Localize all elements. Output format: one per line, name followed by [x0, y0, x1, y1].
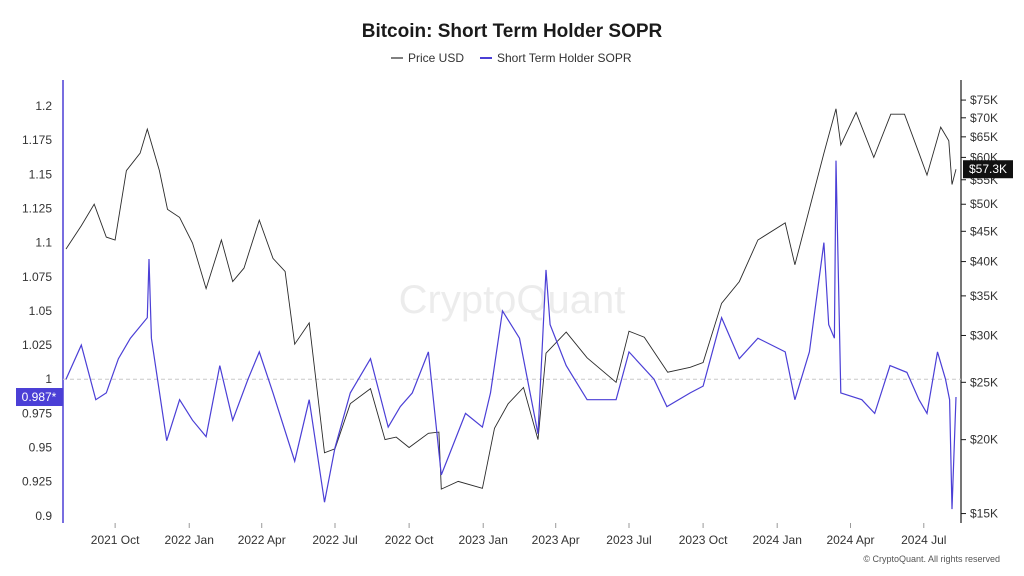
current-sopr-badge-bg [16, 388, 63, 407]
x-tick-label: 2022 Oct [385, 533, 434, 547]
left-tick-label: 1.025 [22, 338, 52, 352]
right-tick-label: $45K [970, 224, 998, 238]
legend-label-price[interactable]: Price USD [408, 51, 464, 65]
right-tick-label: $35K [970, 289, 998, 303]
right-tick-label: $30K [970, 328, 998, 342]
x-tick-label: 2024 Jan [752, 533, 801, 547]
x-tick-label: 2023 Apr [532, 533, 580, 547]
current-price-badge: $57.3K [963, 160, 1013, 179]
right-tick-label: $20K [970, 433, 998, 447]
left-tick-label: 1.1 [35, 236, 52, 250]
left-tick-label: 1.15 [29, 167, 53, 181]
x-tick-label: 2022 Jul [312, 533, 357, 547]
left-tick-label: 0.9 [35, 509, 52, 523]
x-tick-label: 2021 Oct [91, 533, 140, 547]
left-tick-label: 1.2 [35, 99, 52, 113]
right-tick-label: $15K [970, 507, 998, 521]
chart-title: Bitcoin: Short Term Holder SOPR [362, 21, 663, 42]
credit-text: © CryptoQuant. All rights reserved [863, 554, 1000, 564]
legend-label-sopr[interactable]: Short Term Holder SOPR [497, 51, 632, 65]
right-tick-label: $70K [970, 111, 998, 125]
left-tick-label: 1.075 [22, 270, 52, 284]
x-tick-label: 2023 Jul [606, 533, 651, 547]
right-tick-label: $65K [970, 130, 998, 144]
legend: Price USD Short Term Holder SOPR [391, 51, 632, 65]
current-sopr-badge: 0.987* [16, 388, 63, 407]
current-sopr-label: 0.987* [22, 390, 57, 404]
right-tick-label: $50K [970, 197, 998, 211]
left-tick-label: 0.975 [22, 406, 52, 420]
left-tick-label: 1.05 [29, 304, 53, 318]
series-line-price [65, 108, 957, 490]
right-tick-label: $75K [970, 93, 998, 107]
watermark: CryptoQuant [399, 278, 626, 322]
right-tick-label: $25K [970, 375, 998, 389]
x-tick-label: 2022 Jan [165, 533, 214, 547]
x-tick-label: 2023 Jan [459, 533, 508, 547]
left-tick-label: 0.925 [22, 475, 52, 489]
right-tick-label: $40K [970, 255, 998, 269]
current-price-badge-bg [963, 160, 1013, 179]
left-axis-ticks: 1.2 1.175 1.15 1.125 1.1 1.075 1.05 1.025 1 0.975… [22, 99, 52, 523]
right-axis-ticks: $75K$70K$65K$60K$55K$50K$45K$40K$35K$30K… [961, 93, 998, 521]
left-tick-label: 1 [45, 372, 52, 386]
left-tick-label: 1.125 [22, 201, 52, 215]
x-tick-label: 2022 Apr [238, 533, 286, 547]
series-line-sopr [65, 160, 957, 510]
x-axis-ticks: 2021 Oct 2022 Jan 2022 Apr 2022 Jul 2022 Oct… [91, 523, 946, 547]
left-tick-label: 1.175 [22, 133, 52, 147]
x-tick-label: 2024 Jul [901, 533, 946, 547]
current-price-label: $57.3K [969, 162, 1007, 176]
x-tick-label: 2023 Oct [679, 533, 728, 547]
left-tick-label: 0.95 [29, 441, 53, 455]
x-tick-label: 2024 Apr [826, 533, 874, 547]
